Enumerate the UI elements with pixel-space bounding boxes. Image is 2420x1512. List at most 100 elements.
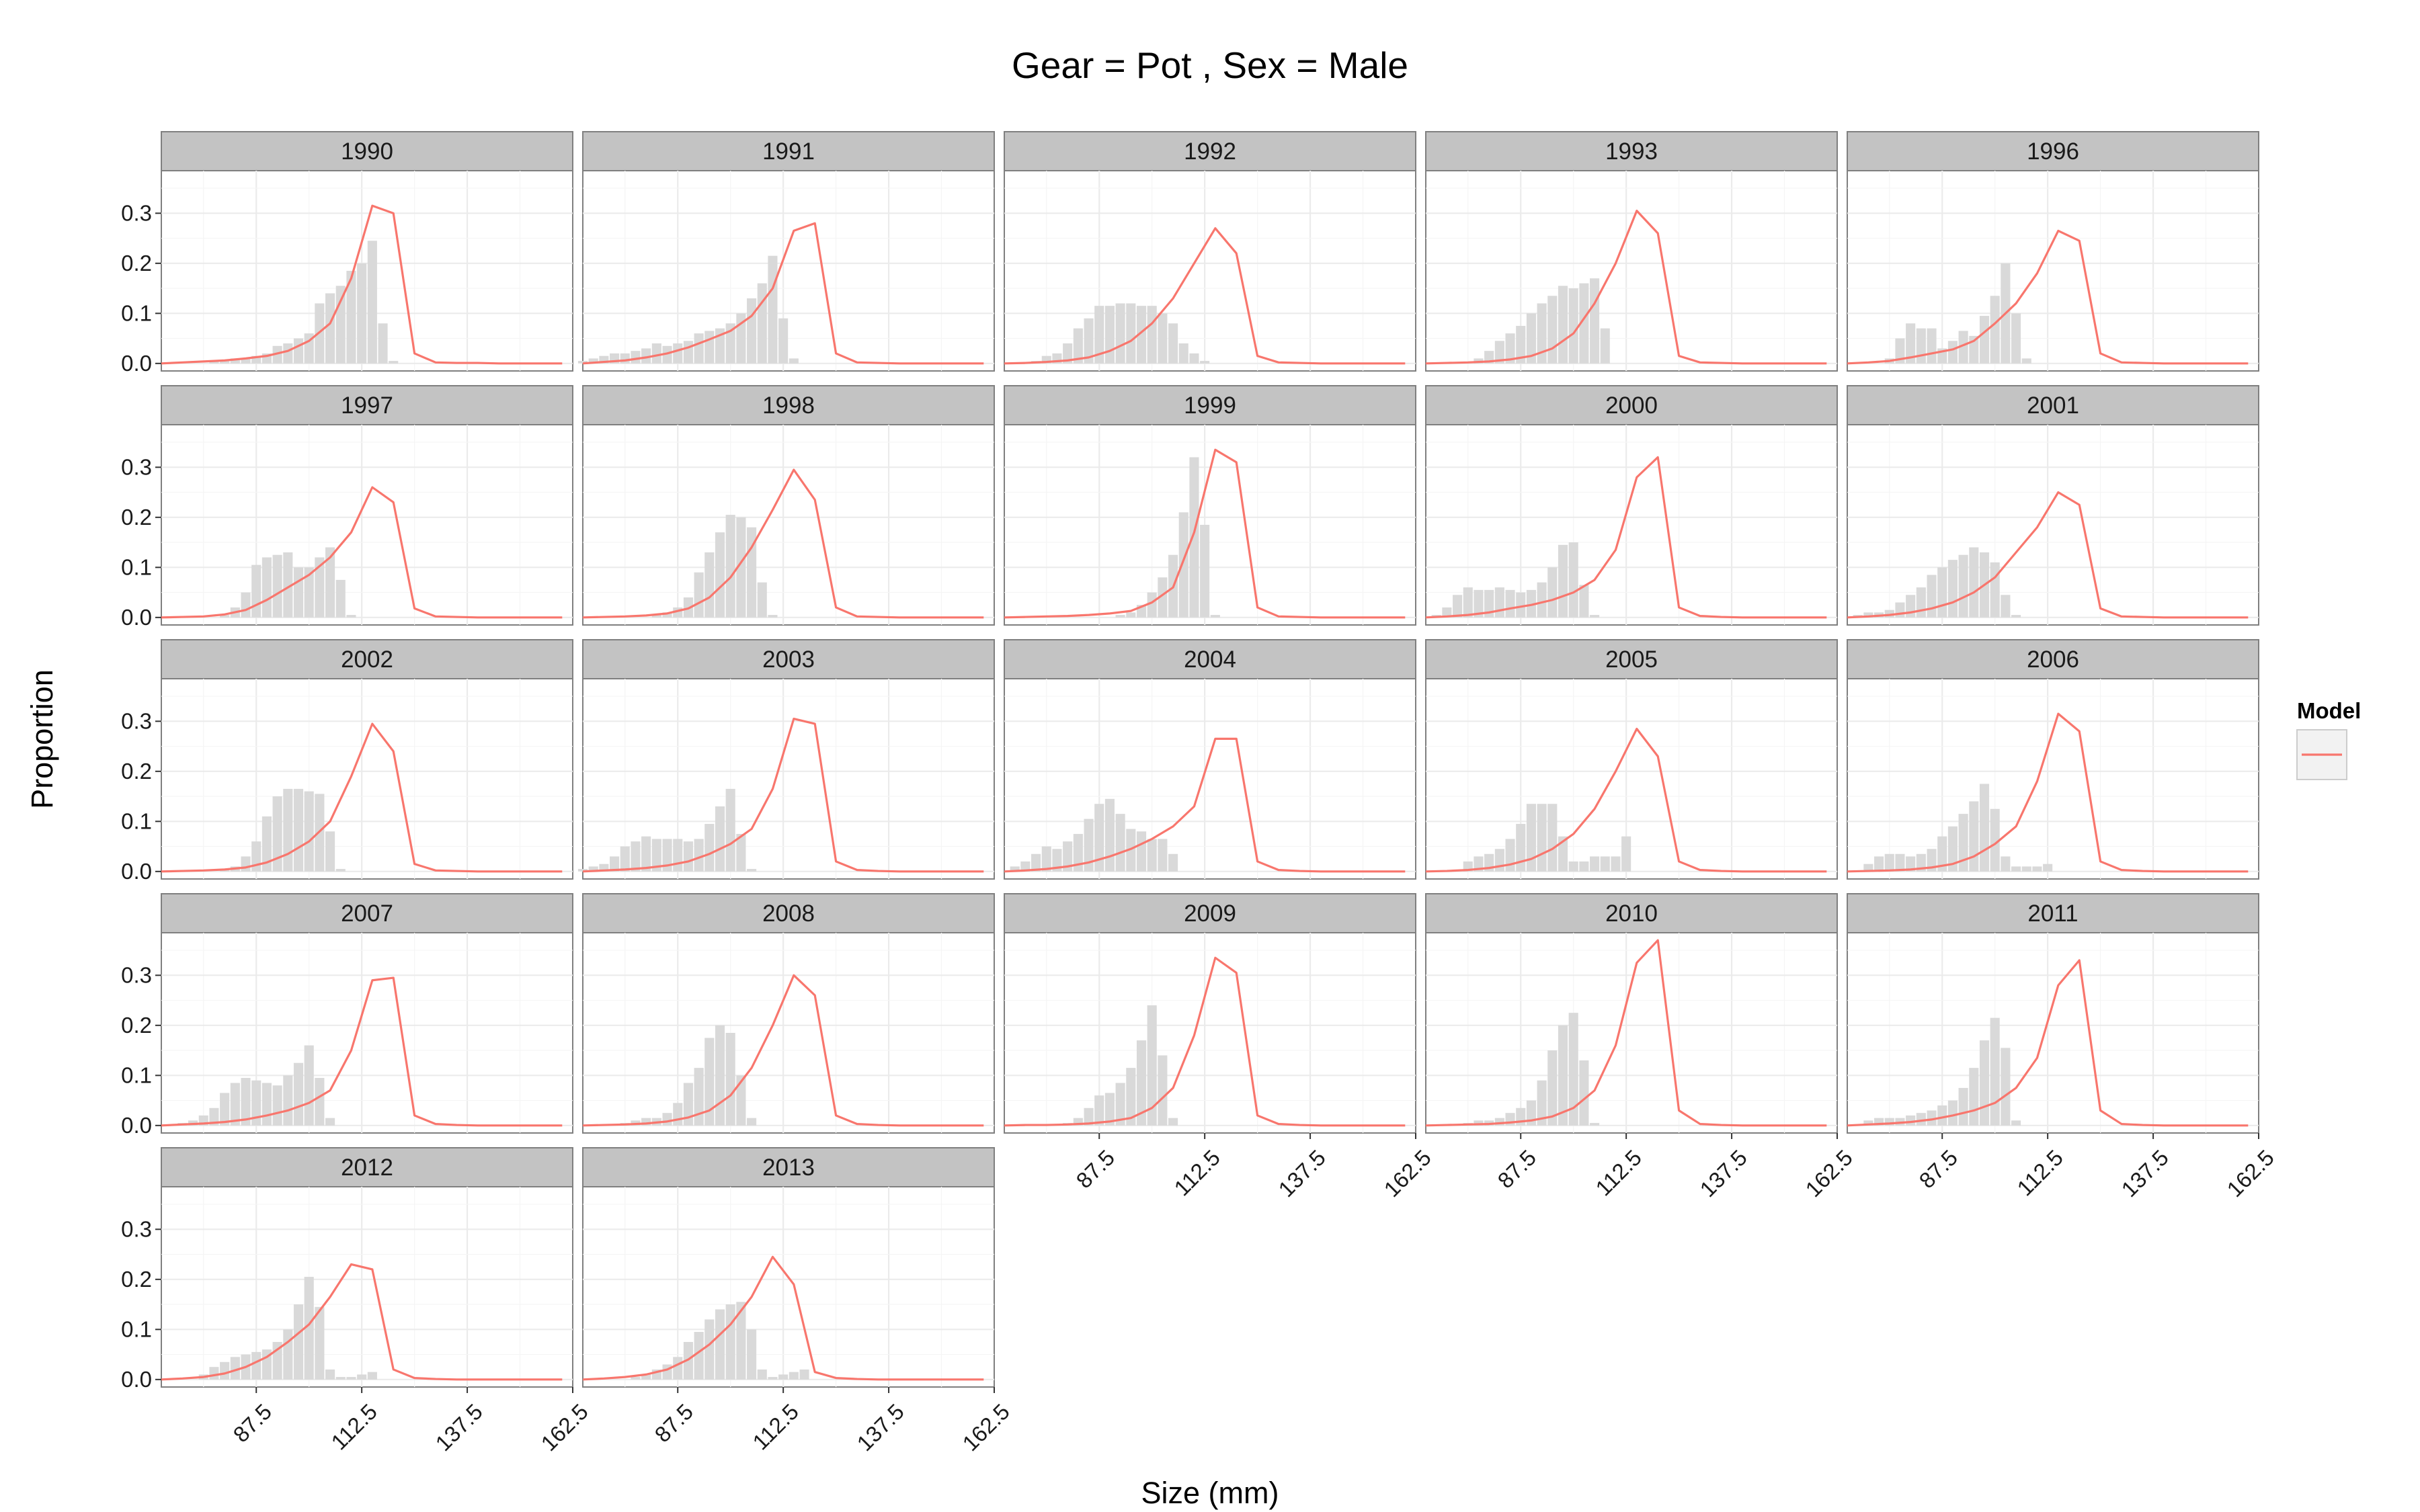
panel-background: [582, 1186, 995, 1388]
panel-background: [582, 170, 995, 372]
observed-bar: [1927, 1110, 1937, 1126]
x-tick-label: 137.5: [430, 1399, 487, 1456]
observed-bar: [1979, 316, 1990, 364]
y-tick-label: 0.3: [121, 200, 152, 225]
model-line: [582, 974, 984, 1127]
observed-bar: [325, 1369, 335, 1380]
observed-bar: [2021, 866, 2031, 872]
observed-bar: [2043, 864, 2053, 872]
observed-bar: [1884, 853, 1894, 872]
x-tick-label: 162.5: [957, 1399, 1014, 1456]
observed-bar: [2032, 866, 2042, 872]
panel-background: [582, 678, 995, 880]
observed-bar: [283, 552, 293, 618]
panel-background: [161, 1186, 573, 1388]
observed-bar: [736, 1302, 746, 1380]
observed-bar: [1147, 306, 1157, 364]
facet-panel: 1992: [1004, 131, 1416, 372]
observed-bar: [251, 1351, 261, 1380]
y-tick-label: 0.0: [121, 1367, 152, 1392]
observed-bar: [1494, 1118, 1504, 1126]
x-tick-label: 87.5: [1072, 1145, 1120, 1193]
observed-bar: [209, 1107, 219, 1126]
facet-panel: 2003: [577, 639, 995, 880]
observed-bar: [1979, 1040, 1990, 1126]
model-line: [1425, 939, 1827, 1127]
observed-bar: [1611, 856, 1621, 872]
observed-bar: [620, 353, 630, 364]
observed-bar: [1547, 296, 1558, 364]
observed-bar: [283, 1075, 293, 1126]
observed-bar: [1158, 577, 1168, 618]
observed-bar: [293, 1062, 304, 1126]
observed-bar: [1147, 592, 1157, 618]
panel-background: [1847, 678, 2259, 880]
observed-bar: [1916, 853, 1926, 872]
facet-strip-label: 2012: [341, 1154, 393, 1181]
observed-bar: [378, 323, 388, 364]
panel-background: [1004, 932, 1416, 1134]
facet-strip: [582, 639, 995, 679]
observed-bar: [747, 1118, 757, 1126]
observed-bar: [2011, 615, 2021, 618]
legend-title: Model: [2297, 698, 2361, 723]
facet-strip-label: 2003: [762, 646, 815, 673]
observed-bar: [1863, 864, 1873, 872]
observed-bar: [1568, 1013, 1578, 1126]
observed-bar: [272, 1085, 282, 1126]
observed-bar: [283, 1329, 293, 1380]
facet-strip: [161, 639, 573, 679]
panel-background: [582, 932, 995, 1134]
observed-bar: [1484, 589, 1494, 618]
observed-bar: [631, 1377, 641, 1380]
observed-bar: [1558, 836, 1568, 872]
observed-bar: [1494, 341, 1504, 364]
observed-bar: [1052, 849, 1062, 872]
observed-bar: [641, 1374, 651, 1380]
observed-bar: [251, 564, 261, 618]
observed-bar: [241, 358, 251, 364]
x-tick-label: 87.5: [1493, 1145, 1541, 1193]
facet-strip: [1847, 131, 2259, 171]
observed-bar: [220, 615, 230, 618]
facet-panel: 2013 87.5 112.5 137.5 162.5: [582, 1147, 1014, 1456]
observed-bar: [1136, 831, 1147, 872]
observed-bar: [1104, 798, 1115, 872]
facet-strip: [1004, 385, 1416, 425]
legend: Model: [2296, 698, 2361, 780]
facet-strip-label: 2001: [2027, 392, 2079, 419]
observed-bar: [1126, 303, 1136, 364]
observed-bar: [325, 547, 335, 618]
observed-bar: [1863, 612, 1873, 618]
observed-bar: [1115, 615, 1125, 618]
facet-panel: 2005: [1425, 639, 1838, 880]
observed-bar: [1990, 296, 2000, 364]
x-tick-label: 162.5: [536, 1399, 593, 1456]
observed-bar: [651, 615, 661, 618]
y-tick-label: 0.1: [121, 1062, 152, 1087]
observed-bar: [230, 1357, 240, 1380]
observed-bar: [1147, 1005, 1157, 1126]
facet-strip-label: 1998: [762, 392, 815, 419]
observed-bar: [673, 343, 683, 364]
observed-bar: [1979, 784, 1990, 872]
x-tick-label: 112.5: [1169, 1145, 1225, 1201]
observed-bar: [1579, 861, 1589, 872]
observed-bar: [1568, 542, 1578, 618]
observed-bar: [1947, 341, 1958, 364]
model-line: [1004, 227, 1406, 365]
facet-strip: [161, 131, 573, 171]
observed-bar: [1906, 595, 1916, 618]
model-line: [161, 1263, 563, 1381]
facet-strip-label: 2009: [1184, 900, 1236, 927]
observed-bar: [1168, 853, 1178, 872]
observed-bar: [1442, 607, 1452, 618]
observed-bar: [293, 567, 304, 618]
facet-panel: 1998: [582, 385, 995, 626]
facet-strip-label: 1993: [1605, 138, 1658, 165]
observed-bar: [1084, 818, 1094, 872]
observed-bar: [325, 293, 335, 364]
observed-bar: [1126, 829, 1136, 872]
y-tick-label: 0.2: [121, 1013, 152, 1038]
facet-strip: [1004, 131, 1416, 171]
